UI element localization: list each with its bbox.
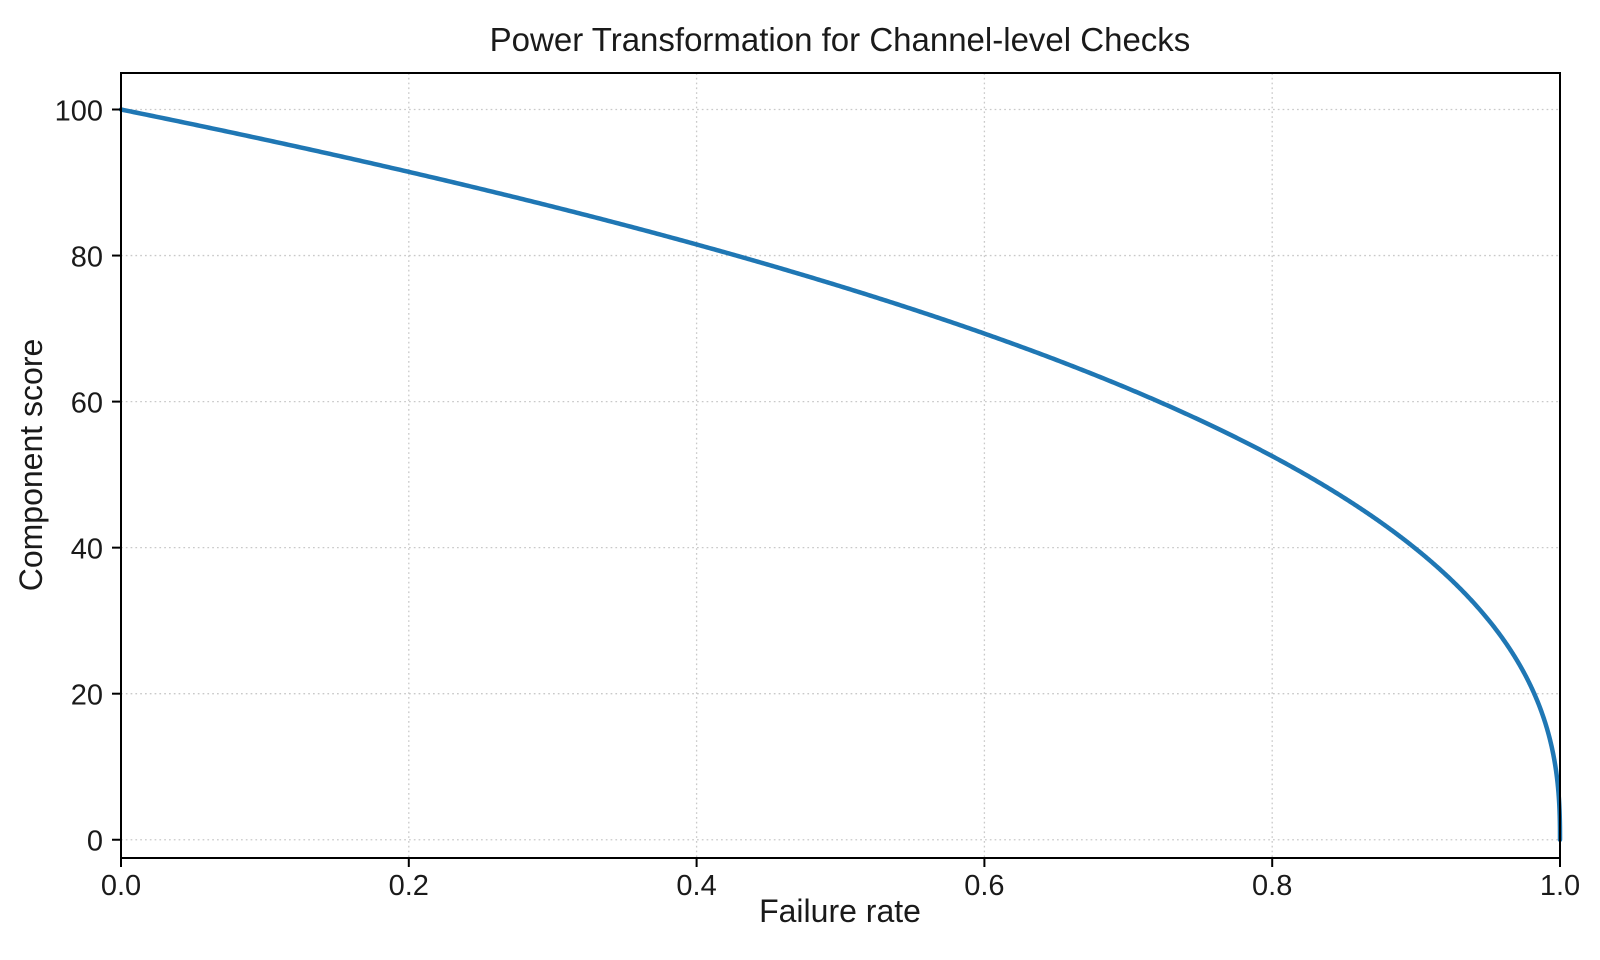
y-tick-label: 80 — [71, 242, 103, 274]
x-axis-label: Failure rate — [759, 893, 921, 929]
x-tick-label: 0.0 — [101, 870, 141, 902]
plot-area-border — [120, 72, 1561, 859]
x-tick-label: 1.0 — [1540, 870, 1580, 902]
y-tick-label: 0 — [87, 826, 103, 858]
chart-title: Power Transformation for Channel-level C… — [490, 21, 1191, 58]
x-tick-label: 0.4 — [676, 870, 716, 902]
x-tick-label: 0.6 — [964, 870, 1004, 902]
x-tick-label: 0.2 — [389, 870, 429, 902]
y-tick-label: 100 — [55, 96, 103, 128]
plot-box-layer — [120, 72, 1561, 859]
curve-layer — [118, 107, 1563, 842]
x-tick-label: 0.8 — [1252, 870, 1292, 902]
y-axis-label: Component score — [13, 339, 49, 592]
y-tick-label: 20 — [71, 680, 103, 712]
tick-marks-layer — [112, 108, 1561, 867]
y-tick-label: 40 — [71, 534, 103, 566]
power-curve-line — [118, 107, 1563, 842]
grid-layer — [120, 73, 1561, 858]
y-tick-label: 60 — [71, 388, 103, 420]
